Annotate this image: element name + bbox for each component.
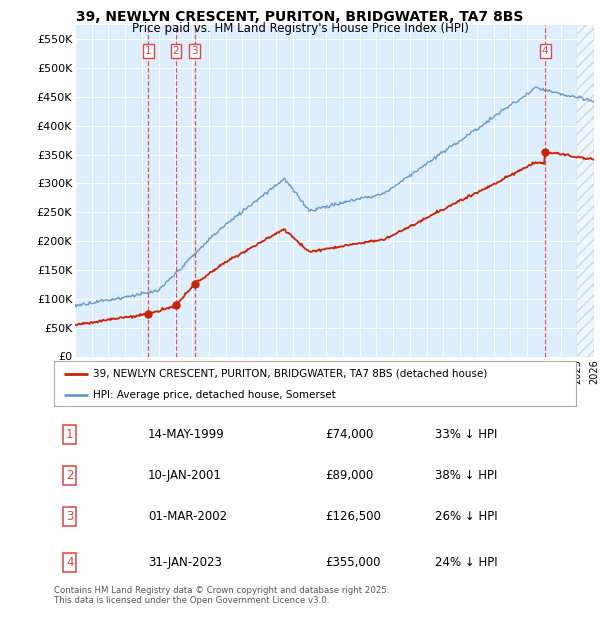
- Text: Price paid vs. HM Land Registry's House Price Index (HPI): Price paid vs. HM Land Registry's House …: [131, 22, 469, 35]
- Text: 14-MAY-1999: 14-MAY-1999: [148, 428, 225, 441]
- Text: 2: 2: [173, 46, 179, 56]
- Text: £355,000: £355,000: [325, 556, 381, 569]
- Text: 10-JAN-2001: 10-JAN-2001: [148, 469, 222, 482]
- Text: 39, NEWLYN CRESCENT, PURITON, BRIDGWATER, TA7 8BS: 39, NEWLYN CRESCENT, PURITON, BRIDGWATER…: [76, 10, 524, 24]
- Text: £126,500: £126,500: [325, 510, 382, 523]
- Text: £74,000: £74,000: [325, 428, 374, 441]
- Text: 24% ↓ HPI: 24% ↓ HPI: [435, 556, 497, 569]
- Text: 39, NEWLYN CRESCENT, PURITON, BRIDGWATER, TA7 8BS (detached house): 39, NEWLYN CRESCENT, PURITON, BRIDGWATER…: [93, 369, 488, 379]
- Text: £89,000: £89,000: [325, 469, 374, 482]
- Text: 1: 1: [145, 46, 151, 56]
- Text: 1: 1: [66, 428, 73, 441]
- Text: 2: 2: [66, 469, 73, 482]
- Text: 31-JAN-2023: 31-JAN-2023: [148, 556, 222, 569]
- Text: 38% ↓ HPI: 38% ↓ HPI: [435, 469, 497, 482]
- Text: HPI: Average price, detached house, Somerset: HPI: Average price, detached house, Some…: [93, 390, 336, 400]
- Bar: [577, 25, 594, 356]
- Text: Contains HM Land Registry data © Crown copyright and database right 2025.
This d: Contains HM Land Registry data © Crown c…: [54, 586, 389, 605]
- Text: 33% ↓ HPI: 33% ↓ HPI: [435, 428, 497, 441]
- Text: 26% ↓ HPI: 26% ↓ HPI: [435, 510, 497, 523]
- Text: 3: 3: [66, 510, 73, 523]
- Text: 3: 3: [191, 46, 198, 56]
- Text: 01-MAR-2002: 01-MAR-2002: [148, 510, 227, 523]
- Text: 4: 4: [542, 46, 548, 56]
- Text: 4: 4: [66, 556, 73, 569]
